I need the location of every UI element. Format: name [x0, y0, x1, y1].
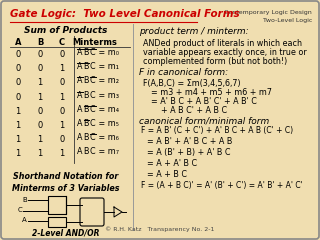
Text: 1: 1 [15, 135, 20, 144]
Text: F in canonical form:: F in canonical form: [139, 68, 228, 77]
Text: 2-Level AND/OR
Realization: 2-Level AND/OR Realization [32, 228, 100, 240]
Bar [48, 217, 66, 227]
Text: B: B [84, 147, 89, 156]
Text: B: B [84, 62, 89, 71]
Text: variable appears exactly once, in true or: variable appears exactly once, in true o… [143, 48, 307, 57]
Text: B: B [22, 197, 27, 203]
Text: = A (B' + B) + A' B C: = A (B' + B) + A' B C [147, 148, 230, 157]
Text: 0: 0 [60, 78, 65, 87]
Text: B: B [37, 38, 43, 47]
Text: = m₂: = m₂ [97, 76, 119, 85]
Text: A: A [77, 48, 83, 57]
Text: Minterms: Minterms [73, 38, 117, 47]
Text: 0: 0 [15, 50, 20, 59]
Text: A: A [15, 38, 21, 47]
Text: Gate Logic:  Two Level Canonical Forms: Gate Logic: Two Level Canonical Forms [10, 9, 240, 19]
Text: C: C [90, 105, 96, 114]
Text: C: C [90, 48, 96, 57]
Text: A: A [77, 119, 83, 128]
Text: A: A [77, 133, 83, 142]
Text: product term / minterm:: product term / minterm: [139, 27, 249, 36]
Text: canonical form/minimal form: canonical form/minimal form [139, 116, 269, 125]
Text: B: B [84, 105, 89, 114]
Text: C: C [90, 133, 96, 142]
Text: B: B [84, 90, 89, 100]
Text: 0: 0 [15, 64, 20, 73]
Text: C: C [90, 76, 96, 85]
Text: ANDed product of literals in which each: ANDed product of literals in which each [143, 39, 302, 48]
Text: = m3 + m4 + m5 + m6 + m7: = m3 + m4 + m5 + m6 + m7 [151, 88, 272, 97]
Text: 1: 1 [15, 149, 20, 158]
Text: 0: 0 [60, 50, 65, 59]
Text: C: C [90, 62, 96, 71]
Text: 1: 1 [60, 93, 65, 102]
Text: = m₀: = m₀ [97, 48, 119, 57]
Text: 1: 1 [15, 121, 20, 130]
Text: 0: 0 [15, 78, 20, 87]
Text: 1: 1 [60, 121, 65, 130]
Text: C: C [59, 38, 65, 47]
Text: C: C [90, 119, 96, 128]
Text: = m₆: = m₆ [97, 133, 119, 142]
Text: 1: 1 [37, 78, 43, 87]
Text: Contemporary Logic Design: Contemporary Logic Design [224, 10, 312, 15]
Text: C: C [90, 147, 96, 156]
Text: = A + A' B C: = A + A' B C [147, 159, 197, 168]
Text: = A + B C: = A + B C [147, 170, 187, 179]
Text: = m₇: = m₇ [97, 147, 119, 156]
Text: 0: 0 [37, 50, 43, 59]
Text: Shorthand Notation for
Minterms of 3 Variables: Shorthand Notation for Minterms of 3 Var… [12, 172, 120, 193]
Text: C: C [90, 90, 96, 100]
Text: 0: 0 [37, 107, 43, 116]
Text: 0: 0 [60, 107, 65, 116]
Text: A: A [77, 62, 83, 71]
Text: = m₅: = m₅ [97, 119, 119, 128]
Text: 0: 0 [37, 64, 43, 73]
Text: C: C [18, 207, 23, 213]
Text: 1: 1 [60, 64, 65, 73]
Text: 1: 1 [37, 135, 43, 144]
Text: A: A [77, 105, 83, 114]
Text: = m₁: = m₁ [97, 62, 119, 71]
Text: Sum of Products: Sum of Products [24, 26, 108, 35]
Text: 1: 1 [15, 107, 20, 116]
Text: F = (A + B C)' = A' (B' + C') = A' B' + A' C': F = (A + B C)' = A' (B' + C') = A' B' + … [141, 181, 303, 190]
Text: B: B [84, 48, 89, 57]
Text: complemented form (but not both!): complemented form (but not both!) [143, 57, 287, 66]
Text: A: A [22, 217, 27, 223]
Text: B: B [84, 133, 89, 142]
Text: F(A,B,C) = Σm(3,4,5,6,7): F(A,B,C) = Σm(3,4,5,6,7) [143, 79, 241, 88]
Text: A: A [77, 90, 83, 100]
Text: Two-Level Logic: Two-Level Logic [263, 18, 312, 23]
Text: F = A B' (C + C') + A' B C + A B (C' + C): F = A B' (C + C') + A' B C + A B (C' + C… [141, 126, 293, 135]
Text: 1: 1 [37, 149, 43, 158]
Text: = m₄: = m₄ [97, 105, 119, 114]
FancyBboxPatch shape [80, 198, 104, 226]
Text: + A B C' + A B C: + A B C' + A B C [161, 106, 227, 115]
Text: B: B [84, 119, 89, 128]
Text: 0: 0 [37, 121, 43, 130]
Text: © R.H. Katz   Transparency No. 2-1: © R.H. Katz Transparency No. 2-1 [105, 226, 215, 232]
Text: = A' B C + A B' C' + A B' C: = A' B C + A B' C' + A B' C [151, 97, 257, 106]
Bar [48, 196, 66, 214]
Text: A: A [77, 76, 83, 85]
Text: A: A [77, 147, 83, 156]
Text: = m₃: = m₃ [97, 90, 119, 100]
Text: 1: 1 [60, 149, 65, 158]
Text: 0: 0 [15, 93, 20, 102]
Text: 1: 1 [37, 93, 43, 102]
Text: 0: 0 [60, 135, 65, 144]
Text: = A B' + A' B C + A B: = A B' + A' B C + A B [147, 137, 232, 146]
Text: B: B [84, 76, 89, 85]
